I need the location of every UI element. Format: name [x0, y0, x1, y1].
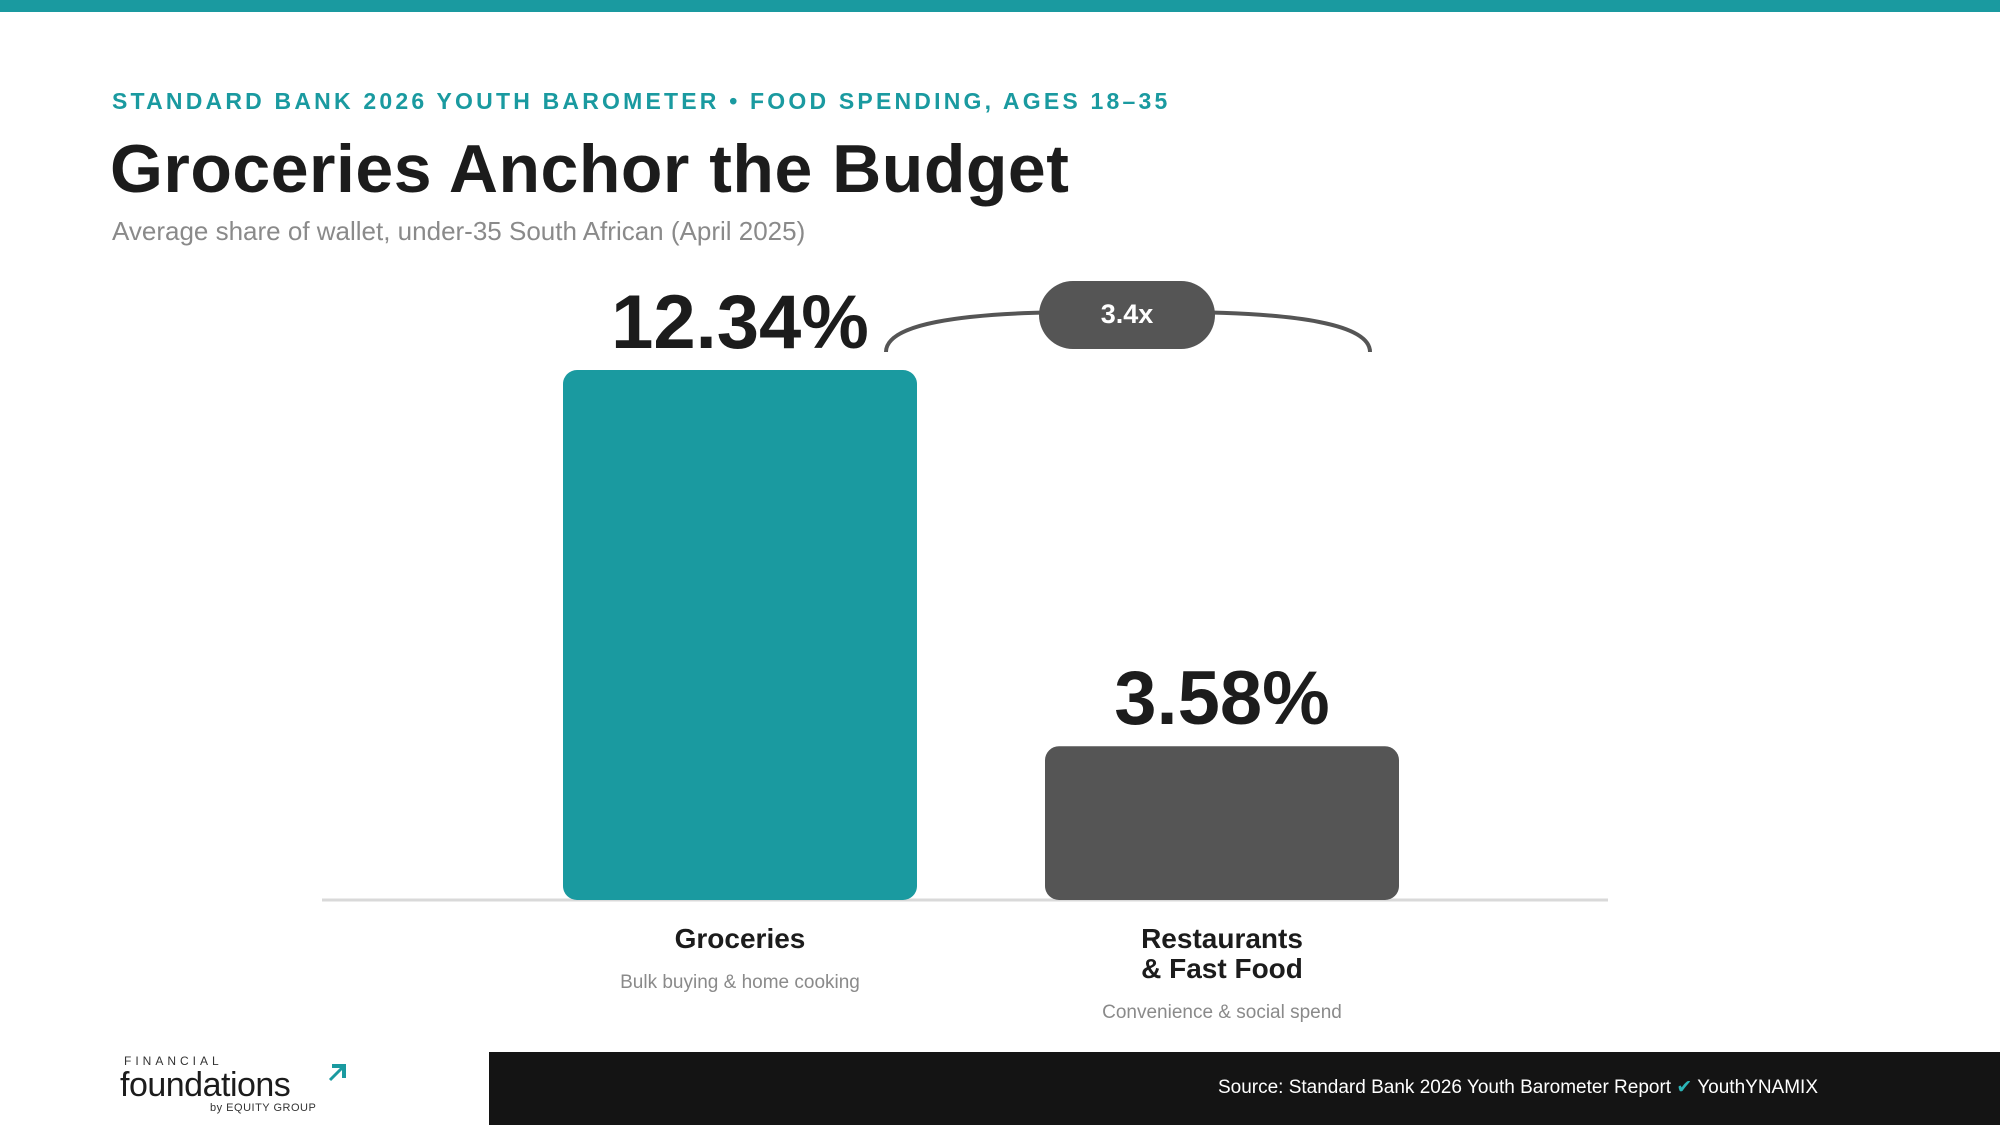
category-label-2-line-1: Restaurants	[1141, 923, 1303, 954]
page-title: Groceries Anchor the Budget	[110, 131, 1070, 207]
source-text: Source: Standard Bank 2026 Youth Baromet…	[1217, 1077, 1672, 1098]
logo-sub-text: by EQUITY GROUP	[210, 1102, 317, 1114]
category-description-2: Convenience & social spend	[1102, 1002, 1342, 1023]
ratio-pill	[1039, 281, 1215, 349]
ratio-label: 3.4x	[1101, 299, 1154, 329]
top-accent-bar	[0, 0, 2000, 12]
footer-source-bar: Source: Standard Bank 2026 Youth Baromet…	[489, 1052, 2000, 1125]
page-subtitle: Average share of wallet, under-35 South …	[112, 216, 806, 246]
logo-top-text: FINANCIAL	[124, 1054, 223, 1068]
source-brand: YouthYNAMIX	[1697, 1077, 1818, 1098]
bar-1	[563, 370, 917, 900]
logo-arrow-icon	[328, 1064, 346, 1082]
category-description-1: Bulk buying & home cooking	[620, 972, 860, 993]
report-kicker: STANDARD BANK 2026 YOUTH BAROMETER • FOO…	[112, 88, 1171, 114]
category-label-2-line-2: & Fast Food	[1141, 953, 1303, 984]
logo-financial-foundations: FINANCIAL foundations by EQUITY GROUP	[120, 1052, 380, 1118]
logo-main-text: foundations	[120, 1066, 291, 1104]
category-label-1-line-1: Groceries	[675, 923, 806, 954]
value-label-2: 3.58%	[1114, 656, 1330, 741]
source-citation: Source: Standard Bank 2026 Youth Baromet…	[1218, 1076, 1818, 1099]
check-icon: ✔	[1676, 1077, 1693, 1098]
bar-2	[1045, 746, 1399, 900]
value-label-1: 12.34%	[611, 280, 869, 365]
